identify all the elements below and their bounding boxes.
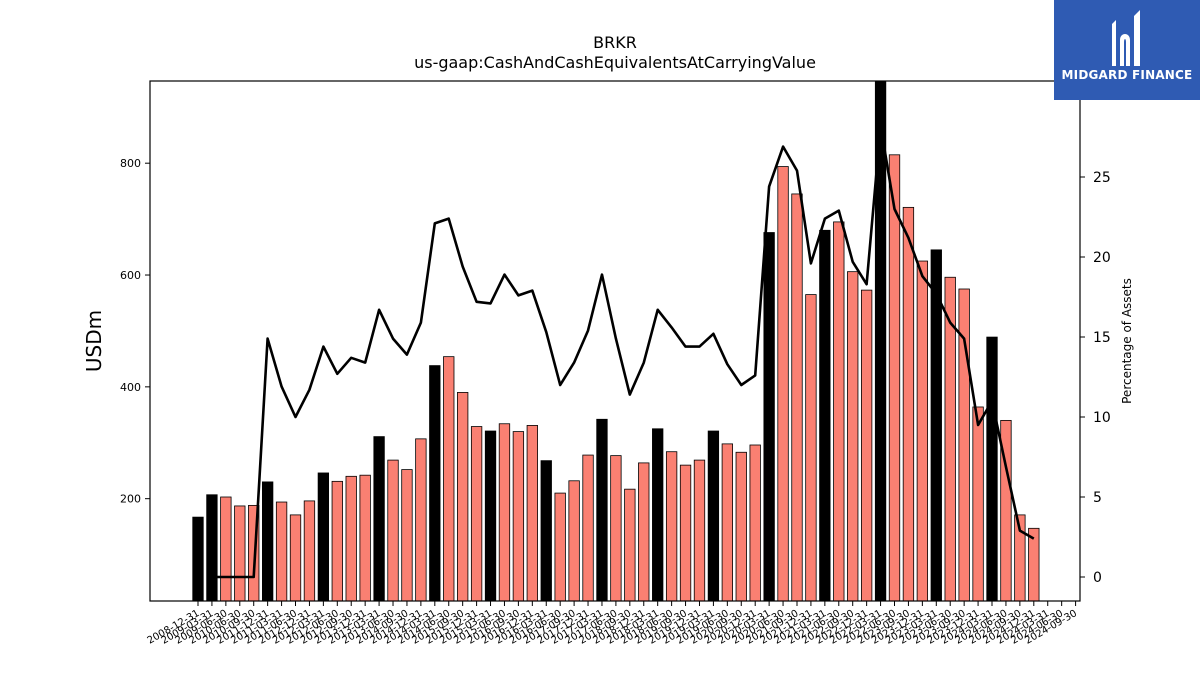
bar	[624, 488, 636, 602]
bar	[1028, 527, 1040, 602]
bar	[415, 438, 427, 602]
bar	[303, 500, 316, 602]
bar	[847, 271, 859, 602]
bar	[972, 406, 984, 602]
bar	[540, 460, 552, 602]
y-tick-label: 800	[120, 157, 141, 170]
bar	[805, 294, 817, 602]
chart-subtitle: us-gaap:CashAndCashEquivalentsAtCarrying…	[414, 53, 816, 72]
bar	[526, 425, 538, 602]
bar	[359, 474, 371, 602]
y2-tick-label: 20	[1093, 250, 1111, 266]
bar	[735, 451, 747, 602]
bar	[512, 431, 525, 602]
bar	[860, 289, 873, 602]
bar	[638, 462, 650, 602]
bar	[596, 418, 608, 602]
y2-tick-label: 5	[1093, 490, 1102, 506]
y-axis-right: 0 5 10 15 20 25	[1080, 170, 1111, 586]
percentage-line	[211, 124, 1035, 579]
bar	[819, 229, 831, 602]
y2-axis-label: Percentage of Assets	[1120, 278, 1134, 404]
bar	[568, 480, 580, 602]
bar	[902, 206, 915, 602]
bar	[261, 481, 274, 602]
bar	[345, 475, 357, 602]
bars-group	[192, 80, 1040, 602]
bar	[707, 430, 720, 602]
bar	[888, 154, 901, 602]
plot-frame	[149, 80, 1081, 602]
x-axis: 2008-12-312009-03-312009-06-302010-06-30…	[146, 601, 1079, 647]
logo: MIDGARD FINANCE	[1054, 0, 1200, 100]
y2-tick-label: 15	[1093, 330, 1111, 346]
bar	[652, 428, 664, 602]
bar	[429, 365, 441, 602]
y-axis-label: USDm	[82, 310, 106, 372]
logo-text: MIDGARD FINANCE	[1061, 68, 1193, 82]
y-axis-left: 200 400 600 800	[120, 157, 150, 506]
bar	[582, 454, 594, 602]
bar	[401, 469, 413, 602]
bar	[665, 451, 678, 602]
bar	[554, 492, 566, 602]
bar	[721, 443, 733, 602]
bar	[777, 166, 789, 602]
logo-mark-icon	[1112, 10, 1140, 66]
y-tick-label: 200	[120, 493, 141, 506]
bar	[610, 455, 622, 602]
bar	[387, 459, 399, 602]
y2-tick-label: 10	[1093, 410, 1111, 426]
bar	[763, 232, 775, 602]
bar	[457, 392, 469, 602]
bar	[791, 193, 803, 602]
bar	[498, 423, 511, 602]
bar	[373, 436, 385, 602]
bar	[693, 459, 706, 602]
bar	[275, 501, 288, 602]
bar	[289, 514, 302, 602]
bar	[331, 480, 343, 602]
bar	[220, 496, 232, 602]
bar	[986, 336, 998, 602]
y-tick-label: 600	[120, 269, 141, 282]
bar	[443, 356, 455, 602]
y-tick-label: 400	[120, 381, 141, 394]
bar	[470, 426, 483, 602]
bar	[234, 505, 246, 602]
y2-tick-label: 0	[1093, 570, 1102, 586]
percentage-line-group	[211, 124, 1035, 579]
bar	[749, 444, 761, 602]
bar	[206, 494, 218, 602]
bar	[317, 472, 330, 602]
chart-title: BRKR	[593, 33, 637, 52]
bar	[916, 260, 929, 602]
y2-tick-label: 25	[1093, 170, 1111, 186]
bar	[833, 221, 845, 602]
bar	[679, 464, 692, 602]
bar	[484, 430, 497, 602]
bar	[192, 516, 204, 602]
